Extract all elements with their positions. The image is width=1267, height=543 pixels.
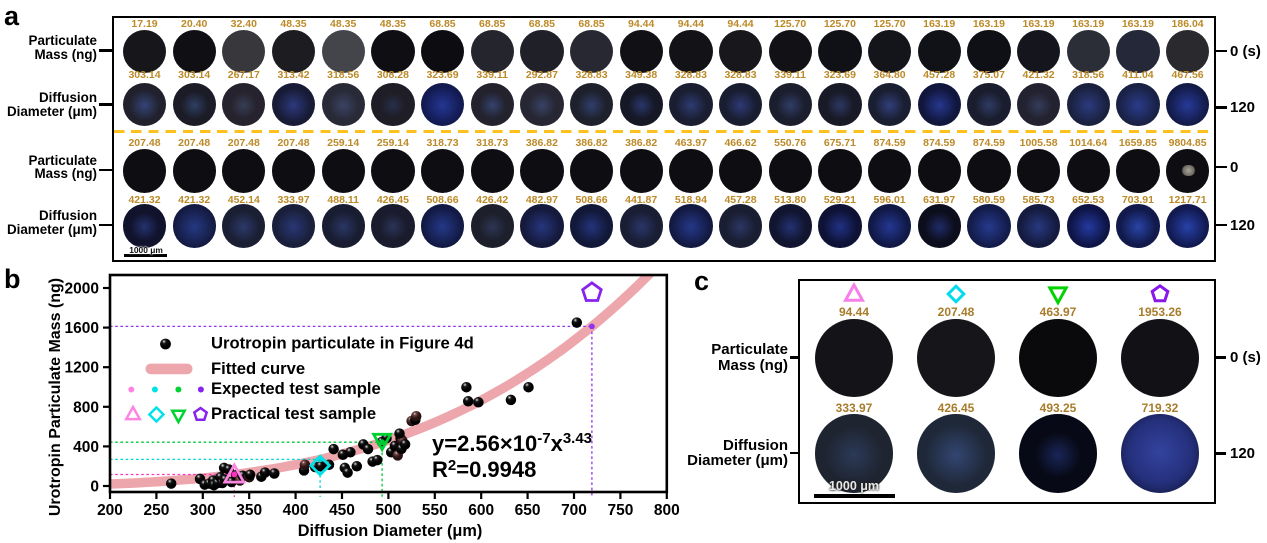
svg-text:y=2.56×10-7x3.43: y=2.56×10-7x3.43: [432, 430, 592, 456]
svg-text:650: 650: [515, 502, 541, 519]
svg-text:450: 450: [329, 502, 355, 519]
svg-text:550: 550: [422, 502, 448, 519]
svg-text:350: 350: [236, 502, 262, 519]
svg-text:800: 800: [654, 502, 680, 519]
svg-text:700: 700: [561, 502, 587, 519]
svg-text:400: 400: [73, 439, 99, 456]
svg-text:Urotropin particulate in Figur: Urotropin particulate in Figure 4d: [211, 334, 474, 353]
svg-text:Expected test sample: Expected test sample: [211, 379, 381, 398]
svg-text:1200: 1200: [65, 360, 99, 377]
svg-text:500: 500: [375, 502, 401, 519]
svg-text:Diffusion Diameter (μm): Diffusion Diameter (μm): [298, 522, 483, 540]
svg-text:600: 600: [468, 502, 494, 519]
svg-text:2000: 2000: [65, 281, 99, 298]
svg-text:750: 750: [607, 502, 633, 519]
svg-text:R2=0.9948: R2=0.9948: [432, 457, 536, 482]
svg-text:800: 800: [73, 399, 99, 416]
svg-text:1600: 1600: [65, 320, 99, 337]
svg-text:300: 300: [190, 502, 216, 519]
svg-text:200: 200: [97, 502, 123, 519]
svg-text:Practical test sample: Practical test sample: [211, 404, 376, 423]
svg-text:250: 250: [143, 502, 169, 519]
svg-text:Urotropin Particulate Mass (ng: Urotropin Particulate Mass (ng): [47, 278, 64, 516]
svg-text:0: 0: [90, 479, 99, 496]
svg-text:400: 400: [283, 502, 309, 519]
svg-text:Fitted curve: Fitted curve: [211, 359, 305, 378]
